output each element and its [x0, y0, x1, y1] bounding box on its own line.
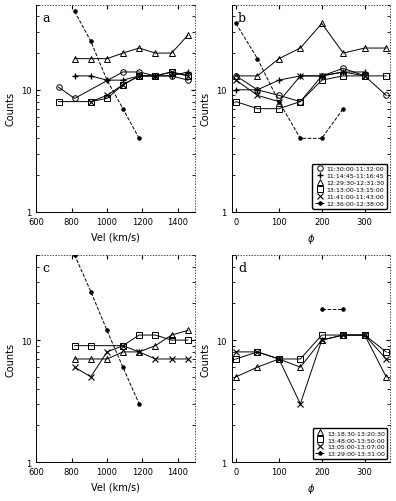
- Legend: 13:18:30-13:20:30, 13:48:00-13:50:00, 13:05:00-13:07:00, 13:29:00-13:31:00: 13:18:30-13:20:30, 13:48:00-13:50:00, 13…: [312, 428, 387, 459]
- Legend: 11:30:00-11:32:00, 11:14:45-11:16:45, 12:29:30-12:31:30, 13:13:00-13:15:00, 11:4: 11:30:00-11:32:00, 11:14:45-11:16:45, 12…: [312, 164, 387, 209]
- Y-axis label: Counts: Counts: [201, 92, 211, 126]
- X-axis label: Vel (km/s): Vel (km/s): [91, 481, 140, 491]
- Text: b: b: [238, 12, 246, 25]
- X-axis label: $\phi$: $\phi$: [307, 481, 315, 495]
- Y-axis label: Counts: Counts: [6, 342, 15, 376]
- X-axis label: Vel (km/s): Vel (km/s): [91, 231, 140, 241]
- Y-axis label: Counts: Counts: [6, 92, 15, 126]
- Text: a: a: [43, 12, 50, 25]
- Text: c: c: [43, 262, 50, 275]
- Text: d: d: [238, 262, 246, 275]
- X-axis label: $\phi$: $\phi$: [307, 231, 315, 245]
- Y-axis label: Counts: Counts: [201, 342, 211, 376]
